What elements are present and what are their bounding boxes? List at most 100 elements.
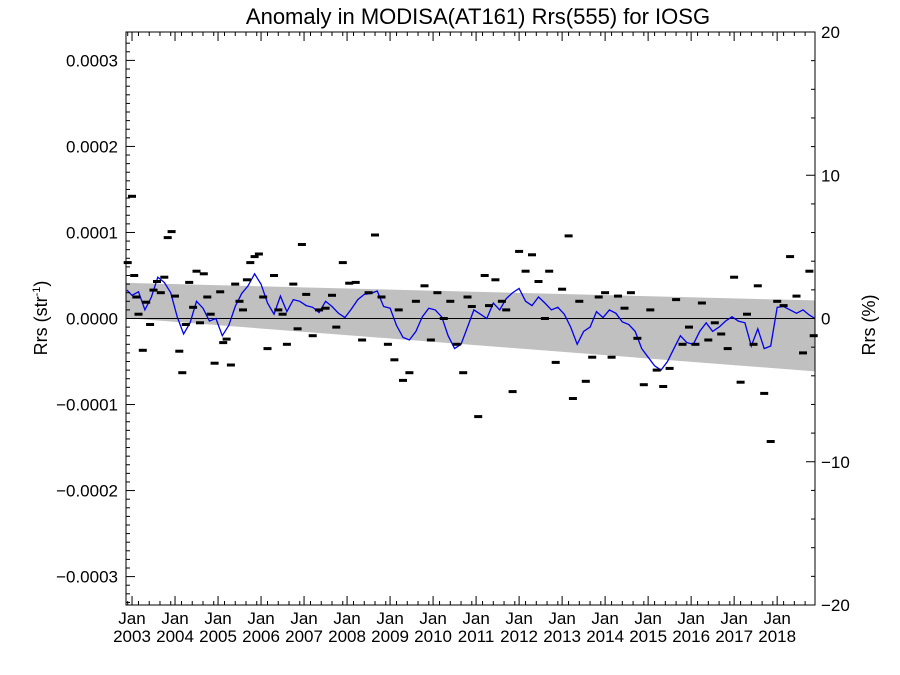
x-tick-label-year: 2008 <box>328 627 366 646</box>
data-point-marker <box>274 308 283 312</box>
x-tick-label-year: 2016 <box>672 627 710 646</box>
data-point-marker <box>289 282 298 286</box>
data-point-marker <box>601 291 610 295</box>
left-y-tick-label: 0.0002 <box>66 137 118 156</box>
x-tick-label-year: 2010 <box>414 627 452 646</box>
x-tick-label-year: 2018 <box>758 627 796 646</box>
data-point-marker <box>390 358 399 362</box>
x-tick-label-month: Jan <box>333 609 360 628</box>
x-tick-label-year: 2015 <box>629 627 667 646</box>
data-point-marker <box>581 379 590 383</box>
data-point-marker <box>219 341 228 345</box>
data-point-marker <box>545 269 554 273</box>
data-point-marker <box>167 230 176 234</box>
x-tick-label-month: Jan <box>204 609 231 628</box>
data-point-marker <box>246 261 255 265</box>
data-point-marker <box>633 336 642 340</box>
data-point-marker <box>338 261 347 265</box>
data-point-marker <box>792 294 801 298</box>
data-point-marker <box>749 342 758 346</box>
data-point-marker <box>540 317 549 320</box>
data-point-marker <box>181 323 190 326</box>
data-point-marker <box>528 253 536 257</box>
data-point-marker <box>394 308 403 312</box>
data-point-marker <box>199 272 208 276</box>
data-point-marker <box>383 342 392 346</box>
x-tick-label-month: Jan <box>591 609 618 628</box>
data-point-marker <box>786 255 795 259</box>
x-tick-label-year: 2013 <box>543 627 581 646</box>
data-point-marker <box>146 323 155 326</box>
data-point-marker <box>231 282 240 286</box>
data-point-marker <box>206 312 215 316</box>
data-point-marker <box>480 274 489 277</box>
x-tick-label-month: Jan <box>548 609 575 628</box>
data-point-marker <box>439 317 448 320</box>
data-point-marker <box>433 291 442 295</box>
data-point-marker <box>551 360 560 364</box>
data-point-marker <box>753 284 762 288</box>
x-tick-label-year: 2014 <box>586 627 624 646</box>
x-tick-label-month: Jan <box>118 609 145 628</box>
data-point-marker <box>773 299 782 303</box>
left-y-tick-label: −0.0001 <box>56 396 118 415</box>
left-y-tick-label: 0.0000 <box>66 310 118 329</box>
x-tick-label-month: Jan <box>290 609 317 628</box>
data-point-marker <box>132 295 141 299</box>
x-tick-label-year: 2009 <box>371 627 409 646</box>
data-point-marker <box>502 308 511 312</box>
x-tick-label-year: 2003 <box>113 627 151 646</box>
x-tick-label-month: Jan <box>634 609 661 628</box>
x-tick-label-year: 2007 <box>285 627 323 646</box>
x-tick-label-month: Jan <box>247 609 274 628</box>
data-point-marker <box>250 255 259 259</box>
data-point-marker <box>704 338 713 342</box>
data-point-marker <box>474 415 483 419</box>
data-point-marker <box>254 252 263 256</box>
data-point-marker <box>364 291 373 295</box>
data-point-marker <box>710 321 719 325</box>
data-point-marker <box>446 299 455 303</box>
data-point-marker <box>607 355 616 359</box>
x-tick-label-year: 2004 <box>156 627 194 646</box>
data-point-marker <box>564 234 573 238</box>
data-point-marker <box>371 233 379 237</box>
data-point-marker <box>149 288 158 292</box>
data-point-marker <box>235 299 244 303</box>
data-point-marker <box>332 325 341 329</box>
data-point-marker <box>189 305 198 309</box>
data-point-marker <box>685 325 693 329</box>
data-point-marker <box>345 281 354 285</box>
data-point-marker <box>358 338 367 342</box>
x-axis: Jan2003Jan2004Jan2005Jan2006Jan2007Jan20… <box>113 32 806 646</box>
data-point-marker <box>508 390 517 394</box>
monthly-points-group <box>123 194 818 443</box>
data-point-marker <box>128 194 136 198</box>
right-y-tick-label: 0 <box>821 310 830 329</box>
data-point-marker <box>799 351 807 355</box>
data-point-marker <box>259 295 268 299</box>
data-point-marker <box>226 363 235 367</box>
left-y-axis: 0.0003 0.0002 0.0001 0.0000 −0.0001 −0.0002 −0… <box>56 42 135 603</box>
right-y-tick-label: −20 <box>821 596 850 615</box>
data-point-marker <box>282 342 291 346</box>
data-point-marker <box>463 295 472 299</box>
data-point-marker <box>652 368 661 372</box>
data-point-marker <box>263 347 272 351</box>
data-point-marker <box>163 236 172 240</box>
data-point-marker <box>717 332 726 336</box>
x-tick-label-year: 2005 <box>199 627 237 646</box>
data-point-marker <box>308 334 317 338</box>
data-point-marker <box>175 349 184 353</box>
data-point-marker <box>297 243 306 246</box>
data-point-marker <box>203 295 212 299</box>
data-point-marker <box>377 295 386 299</box>
data-point-marker <box>171 294 179 298</box>
x-tick-label-year: 2006 <box>242 627 280 646</box>
x-tick-label-month: Jan <box>462 609 489 628</box>
left-y-tick-label: −0.0002 <box>56 482 118 501</box>
data-point-marker <box>130 274 139 277</box>
data-point-marker <box>192 269 201 273</box>
data-point-marker <box>534 280 543 283</box>
